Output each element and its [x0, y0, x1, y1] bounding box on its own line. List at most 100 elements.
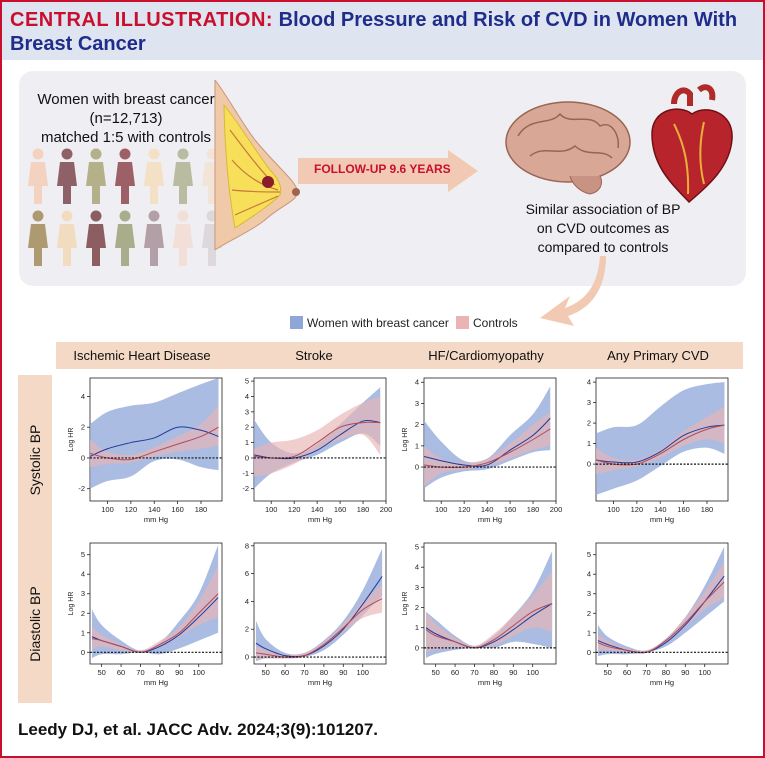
column-header-any-cvd: Any Primary CVD	[607, 348, 709, 363]
y-tick-label: 2	[415, 420, 419, 429]
y-tick-label: 2	[587, 419, 591, 428]
x-tick-label: 50	[603, 668, 611, 677]
y-axis-label: Log HR	[402, 428, 409, 452]
cases-line	[595, 424, 725, 464]
legend-label-controls: Controls	[473, 316, 518, 330]
heart-icon	[651, 84, 733, 204]
chart-panel: 100 120 140 160 180 200 -2 -1 0 1 2 3 4 5 mm Hg	[242, 377, 392, 524]
study-description: Women with breast cancer (n=12,713) matc…	[26, 90, 226, 147]
y-tick-label: 0	[587, 460, 591, 469]
controls-ci-band	[255, 584, 383, 660]
x-tick-label: 90	[681, 668, 689, 677]
woman-icon	[86, 210, 106, 266]
woman-icon	[173, 148, 193, 204]
breast-illustration-icon	[214, 80, 300, 250]
outcome-line-2: on CVD outcomes as	[536, 220, 670, 236]
x-tick-label: 70	[300, 668, 308, 677]
x-tick-label: 80	[156, 668, 164, 677]
brain-icon	[505, 101, 631, 195]
citation: Leedy DJ, et al. JACC Adv. 2024;3(9):101…	[18, 720, 378, 739]
controls-ci-band	[254, 396, 381, 477]
x-tick-label: 120	[125, 505, 138, 514]
x-tick-label: 100	[265, 505, 278, 514]
row-band-systolic	[18, 375, 52, 545]
x-tick-label: 50	[431, 668, 439, 677]
illustration-label: CENTRAL ILLUSTRATION:	[10, 9, 274, 31]
y-tick-label: 3	[415, 583, 419, 592]
x-tick-label: 100	[698, 668, 711, 677]
chart-panel: 50 60 70 80 90 100 0 1 2 3 4 5 mm Hg Log HR	[402, 543, 557, 687]
x-tick-label: 90	[339, 668, 347, 677]
x-tick-label: 100	[526, 668, 539, 677]
chart-panel: 50 60 70 80 90 100 0 1 2 3 4 5 mm Hg Log HR	[68, 542, 223, 687]
column-header-ihd: Ischemic Heart Disease	[73, 348, 211, 363]
y-tick-label: 4	[587, 570, 591, 579]
x-tick-label: 100	[607, 505, 620, 514]
woman-icon	[144, 210, 164, 266]
y-tick-label: 5	[245, 377, 249, 386]
column-header-stroke: Stroke	[295, 348, 333, 363]
x-tick-label: 160	[677, 505, 690, 514]
x-tick-label: 60	[451, 668, 459, 677]
x-tick-label: 60	[117, 668, 125, 677]
x-tick-label: 180	[195, 505, 208, 514]
y-tick-label: -1	[242, 469, 249, 478]
x-tick-label: 90	[509, 668, 517, 677]
woman-icon	[28, 210, 48, 266]
x-tick-label: 70	[136, 668, 144, 677]
x-tick-label: 160	[171, 505, 184, 514]
x-tick-label: 100	[192, 668, 205, 677]
y-tick-label: 3	[81, 589, 85, 598]
row-band-diastolic	[18, 545, 52, 703]
y-tick-label: 1	[81, 628, 85, 637]
legend-item-cases: Women with breast cancer	[290, 316, 449, 330]
column-header-hf: HF/Cardiomyopathy	[428, 348, 544, 363]
legend-item-controls: Controls	[456, 316, 518, 330]
y-tick-label: 2	[245, 423, 249, 432]
x-tick-label: 70	[470, 668, 478, 677]
cases-line	[423, 417, 551, 467]
y-tick-label: 1	[415, 623, 419, 632]
y-tick-label: 2	[81, 423, 85, 432]
y-tick-label: 6	[245, 569, 249, 578]
y-tick-label: 3	[587, 589, 591, 598]
title-line-2: Breast Cancer	[10, 33, 146, 55]
x-axis-label: mm Hg	[478, 515, 502, 524]
y-tick-label: -2	[78, 484, 85, 493]
y-tick-label: 3	[415, 399, 419, 408]
x-tick-label: 60	[281, 668, 289, 677]
x-axis-label: mm Hg	[308, 678, 332, 687]
x-tick-label: 140	[481, 505, 494, 514]
chart-panel: 100 120 140 160 180 0 1 2 3 4 mm Hg	[587, 377, 729, 524]
chart-panel: 100 120 140 160 180 -2 0 2 4 mm Hg Log HR	[68, 377, 223, 524]
x-tick-label: 180	[357, 505, 370, 514]
cases-line	[425, 603, 553, 649]
y-tick-label: 0	[81, 648, 85, 657]
y-tick-label: 3	[587, 398, 591, 407]
y-tick-label: 2	[415, 603, 419, 612]
title-text: Blood Pressure and Risk of CVD in Women …	[278, 9, 738, 31]
y-tick-label: 1	[245, 438, 249, 447]
curved-arrow-icon	[540, 256, 606, 326]
y-axis-label: Log HR	[68, 592, 75, 616]
y-tick-label: 1	[587, 628, 591, 637]
y-tick-label: 8	[245, 541, 249, 550]
x-tick-label: 180	[527, 505, 540, 514]
x-tick-label: 90	[175, 668, 183, 677]
x-tick-label: 120	[631, 505, 644, 514]
controls-line	[423, 428, 551, 468]
x-axis-label: mm Hg	[144, 678, 168, 687]
y-tick-label: 4	[415, 563, 419, 572]
x-axis-label: mm Hg	[308, 515, 332, 524]
cases-line	[89, 426, 219, 457]
x-tick-label: 120	[288, 505, 301, 514]
y-tick-label: 5	[415, 543, 419, 552]
y-tick-label: -2	[242, 484, 249, 493]
legend-swatch-controls	[456, 316, 469, 329]
x-tick-label: 50	[97, 668, 105, 677]
x-tick-label: 70	[642, 668, 650, 677]
woman-icon	[115, 148, 135, 204]
x-tick-label: 80	[320, 668, 328, 677]
y-tick-label: 2	[587, 609, 591, 618]
